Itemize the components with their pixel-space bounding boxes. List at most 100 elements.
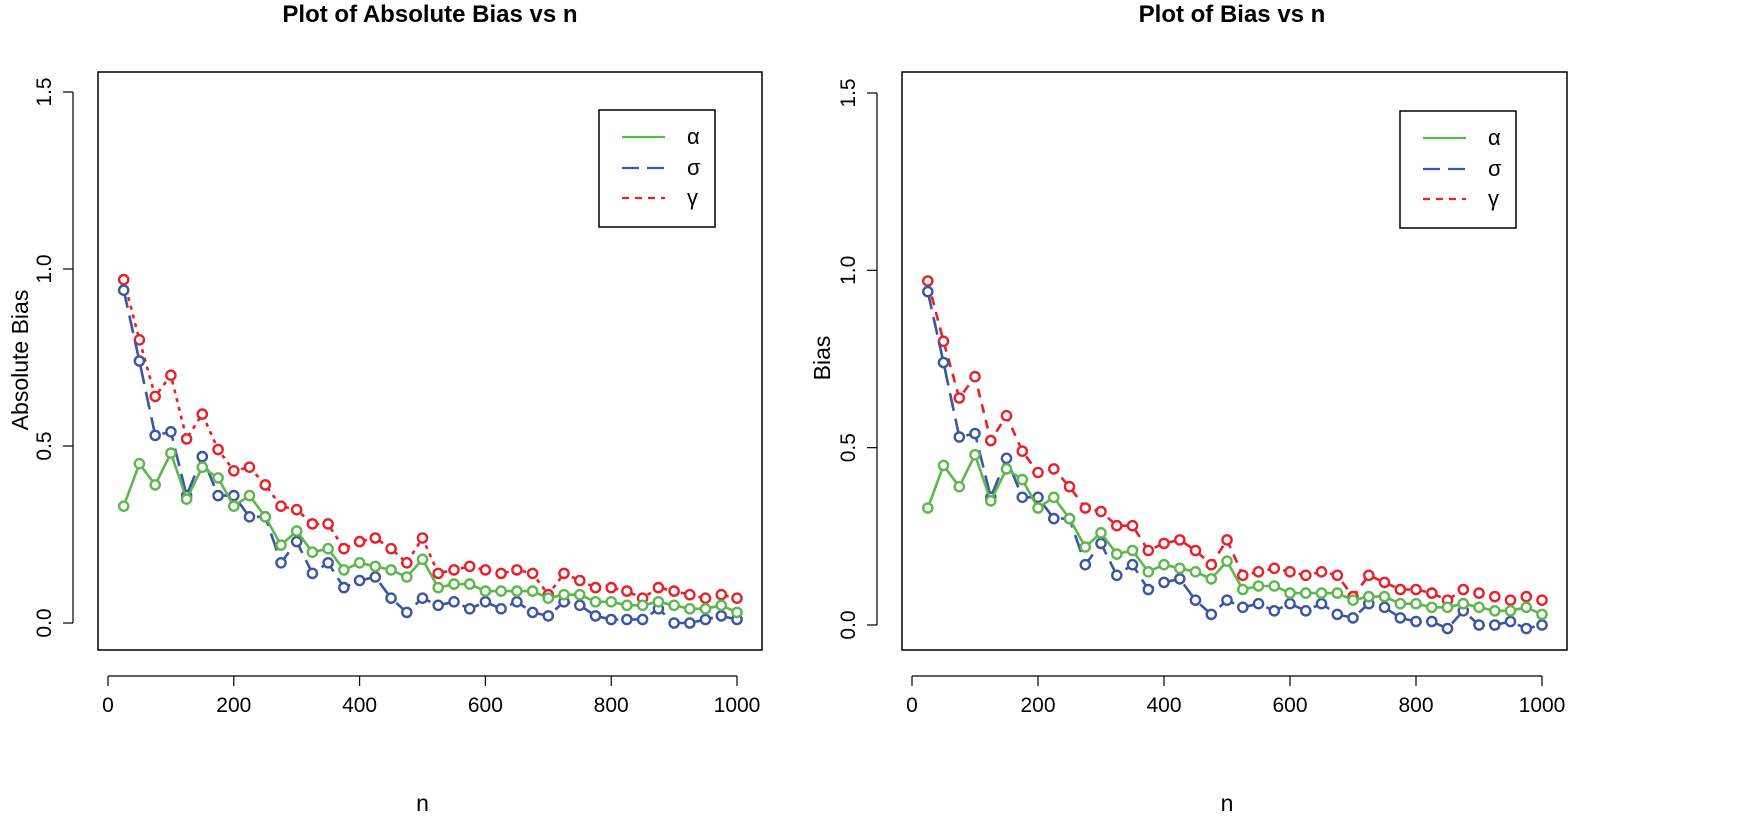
series-line-gamma: [122, 279, 738, 600]
data-point-sigma: [1174, 573, 1186, 585]
data-point-sigma: [448, 596, 460, 608]
data-point-alpha: [1111, 548, 1123, 560]
data-point-gamma: [668, 585, 680, 597]
data-point-alpha: [969, 448, 981, 461]
data-point-alpha: [1426, 601, 1438, 614]
data-point-sigma: [1378, 601, 1391, 614]
data-point-alpha: [922, 502, 934, 514]
x-tick-label: 200: [1020, 694, 1055, 717]
data-point-sigma: [1410, 615, 1422, 628]
data-point-alpha: [180, 493, 193, 505]
data-point-alpha: [1000, 463, 1013, 475]
data-point-sigma: [495, 603, 507, 615]
data-point-alpha: [621, 599, 633, 612]
data-point-alpha: [385, 564, 397, 576]
data-point-gamma: [715, 588, 728, 601]
data-point-sigma: [1237, 601, 1249, 614]
y-tick-label: 1.0: [837, 256, 860, 285]
data-point-sigma: [1441, 622, 1454, 635]
data-point-gamma: [1315, 566, 1328, 578]
data-point-alpha: [1095, 527, 1107, 539]
data-point-gamma: [605, 581, 618, 594]
data-point-sigma: [432, 599, 445, 612]
data-point-alpha: [1347, 594, 1359, 607]
data-point-sigma: [922, 285, 934, 298]
data-point-sigma: [1473, 619, 1485, 631]
data-point-gamma: [1473, 587, 1485, 599]
data-point-sigma: [953, 431, 966, 443]
data-point-sigma: [621, 613, 633, 626]
data-point-gamma: [338, 542, 350, 555]
data-point-alpha: [432, 581, 445, 594]
series-line-gamma: [926, 280, 1543, 602]
legend-label-sigma: σ: [1488, 156, 1502, 181]
data-point-gamma: [985, 434, 997, 447]
data-point-alpha: [1363, 590, 1375, 603]
data-point-alpha: [636, 599, 649, 612]
data-point-gamma: [1489, 590, 1501, 603]
data-point-gamma: [1300, 569, 1312, 582]
data-point-alpha: [699, 603, 712, 615]
data-point-alpha: [1048, 491, 1060, 504]
data-point-sigma: [1536, 619, 1548, 631]
data-point-sigma: [165, 425, 177, 438]
data-point-gamma: [1378, 576, 1391, 589]
data-point-gamma: [1426, 587, 1438, 599]
data-point-sigma: [1504, 615, 1517, 628]
data-point-gamma: [1126, 519, 1139, 532]
x-tick-label: 1000: [1519, 694, 1566, 717]
x-tick-label: 0: [102, 694, 114, 717]
data-point-gamma: [416, 532, 429, 544]
data-point-gamma: [1205, 558, 1218, 571]
data-point-gamma: [306, 518, 319, 530]
data-point-gamma: [448, 564, 460, 576]
data-point-gamma: [1016, 445, 1029, 458]
data-point-sigma: [1252, 597, 1265, 610]
data-point-sigma: [1000, 452, 1013, 465]
data-point-sigma: [290, 535, 303, 548]
legend-label-gamma: γ: [687, 185, 698, 210]
data-point-sigma: [133, 355, 146, 367]
data-point-alpha: [416, 553, 429, 566]
data-point-alpha: [589, 596, 602, 608]
data-point-sigma: [196, 450, 209, 463]
data-point-gamma: [1048, 463, 1060, 475]
data-point-gamma: [1079, 502, 1092, 514]
data-point-alpha: [953, 480, 966, 493]
data-point-alpha: [1441, 601, 1454, 614]
data-point-gamma: [385, 542, 397, 555]
data-point-sigma: [1142, 583, 1155, 596]
data-point-alpha: [1410, 597, 1422, 610]
data-point-sigma: [117, 284, 130, 297]
data-point-sigma: [338, 581, 350, 594]
data-point-gamma: [1063, 480, 1076, 493]
data-point-alpha: [306, 546, 319, 559]
data-point-gamma: [1252, 566, 1265, 578]
data-point-gamma: [1189, 544, 1202, 557]
data-point-gamma: [400, 557, 413, 569]
data-point-gamma: [212, 443, 224, 456]
data-point-sigma: [715, 610, 728, 622]
data-point-sigma: [1347, 612, 1359, 624]
data-point-sigma: [542, 610, 555, 622]
data-point-gamma: [953, 392, 966, 404]
x-tick-label: 600: [1272, 694, 1307, 717]
data-point-gamma: [479, 564, 492, 576]
data-point-sigma: [385, 592, 397, 605]
data-point-sigma: [1095, 537, 1107, 550]
data-point-sigma: [636, 613, 649, 626]
data-point-sigma: [243, 511, 256, 523]
data-point-sigma: [416, 592, 429, 605]
data-point-alpha: [684, 603, 696, 615]
data-point-alpha: [1189, 566, 1202, 578]
series-line-alpha: [122, 451, 738, 614]
data-point-sigma: [400, 606, 413, 619]
data-point-alpha: [1315, 587, 1328, 599]
series-line-sigma: [926, 291, 1543, 630]
data-point-sigma: [1284, 597, 1296, 610]
y-tick-label: 0.5: [837, 433, 860, 462]
data-point-gamma: [699, 592, 712, 605]
series-line-alpha: [926, 453, 1543, 616]
legend-label-sigma: σ: [687, 155, 701, 180]
